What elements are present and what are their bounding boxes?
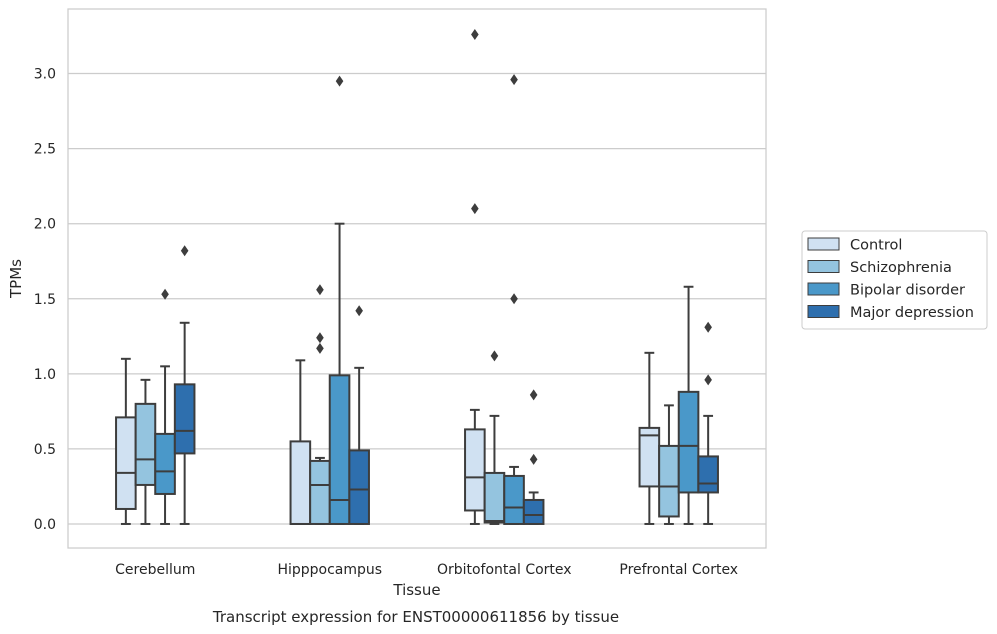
box-body [154, 432, 176, 495]
y-tick-label: 2.5 [34, 142, 56, 158]
legend-label: Major depression [850, 305, 974, 321]
box-2-0 [464, 29, 486, 525]
box-2-3 [522, 389, 545, 525]
outlier-point [704, 374, 712, 386]
box-1-3 [348, 305, 370, 525]
box-0-1 [134, 378, 157, 525]
box-body [134, 402, 157, 486]
x-tick-label: Hipppocampus [277, 562, 382, 578]
legend-swatch [807, 282, 840, 296]
box-0-0 [115, 357, 137, 525]
box-2-2 [503, 74, 525, 525]
y-tick-label: 0.5 [34, 442, 56, 458]
outlier-point [529, 453, 538, 465]
outlier-point [161, 288, 169, 300]
box-body [658, 444, 680, 518]
outlier-point [335, 75, 344, 87]
box-body [677, 390, 700, 494]
y-tick-label: 1.0 [34, 367, 56, 383]
box-3-2 [677, 285, 700, 525]
chart-caption: Transcript expression for ENST0000061185… [212, 608, 619, 626]
box-body [464, 428, 486, 512]
box-1-0 [289, 359, 312, 525]
legend-label: Bipolar disorder [850, 283, 965, 299]
outlier-point [510, 74, 518, 86]
box-body [115, 416, 137, 510]
outlier-point [316, 342, 324, 354]
outlier-point [471, 29, 479, 41]
outlier-point [529, 389, 538, 401]
box-body [503, 474, 525, 525]
y-tick-label: 3.0 [34, 67, 56, 83]
outlier-point [704, 321, 712, 333]
y-tick-label: 1.5 [34, 292, 56, 308]
legend-swatch [807, 305, 840, 318]
x-axis-title: Tissue [392, 581, 440, 599]
box-2-1 [483, 350, 506, 525]
box-3-3 [697, 321, 719, 525]
box-body [638, 426, 661, 488]
box-1-1 [309, 284, 331, 525]
outlier-point [180, 245, 189, 257]
box-groups [115, 29, 719, 525]
outlier-point [510, 293, 518, 305]
x-tick-label: Cerebellum [115, 562, 195, 578]
y-tick-label: 0.0 [34, 517, 56, 533]
box-body [348, 449, 370, 525]
legend-label: Control [850, 238, 902, 254]
outlier-point [471, 203, 479, 215]
box-0-3 [173, 245, 196, 525]
plot-frame [67, 8, 767, 549]
legend-swatch [807, 237, 840, 251]
box-3-1 [658, 404, 680, 525]
box-body [309, 459, 331, 525]
x-tick-label: Prefrontal Cortex [619, 562, 738, 578]
box-body [697, 455, 719, 494]
outlier-point [490, 350, 499, 362]
box-body [289, 440, 312, 525]
legend-label: Schizophrenia [850, 260, 952, 276]
box-1-2 [328, 75, 351, 525]
y-tick-label: 2.0 [34, 217, 56, 233]
outlier-point [316, 332, 324, 344]
box-body [522, 498, 545, 525]
box-0-2 [154, 288, 176, 525]
x-tick-label: Orbitofontal Cortex [437, 562, 572, 578]
y-axis-ticks: 0.0 0.5 1.0 1.5 2.0 2.5 3.0 [34, 67, 56, 533]
box-body [483, 471, 506, 524]
legend-swatch [807, 260, 840, 273]
legend-frame [801, 230, 988, 330]
box-body [173, 383, 196, 455]
legend: Control Schizophrenia Bipolar disorder Majo… [801, 230, 988, 330]
box-3-0 [638, 351, 661, 525]
outlier-point [355, 305, 363, 317]
y-axis-title: TPMs [7, 259, 25, 299]
x-axis-ticks: Cerebellum Hipppocampus Orbitofontal Corte… [115, 562, 738, 578]
outlier-point [316, 284, 324, 296]
box-body [328, 374, 351, 525]
